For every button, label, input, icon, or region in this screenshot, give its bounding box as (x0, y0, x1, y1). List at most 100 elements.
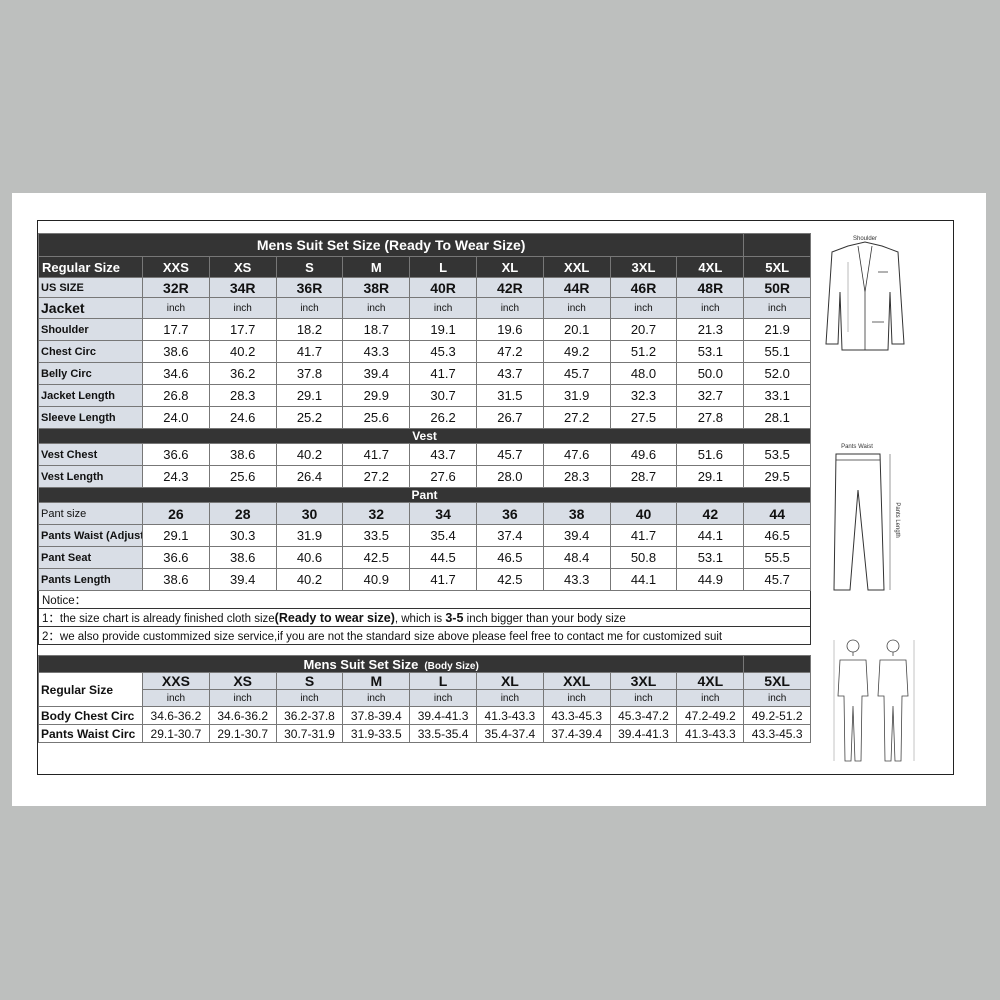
unit-cell: inch (342, 689, 411, 707)
value-cell: 28.3 (208, 384, 277, 407)
table-row: Pants Waist (Adjustab29.130.331.933.535.… (38, 524, 812, 547)
notice-line1-c: , which is (394, 612, 446, 625)
body-size-header: 3XL (609, 672, 678, 690)
value-cell: 48.4 (542, 546, 611, 569)
unit-cell: inch (743, 297, 812, 319)
value-cell: 52.0 (743, 362, 812, 385)
value-cell: 27.2 (542, 406, 611, 429)
value-cell: 37.8 (275, 362, 344, 385)
ready-to-wear-size-table: Mens Suit Set Size (Ready To Wear Size) R… (37, 233, 812, 645)
value-cell: 29.1 (142, 524, 210, 547)
jacket-unit-row: Jacket inch inch inch inch inch inch inch inch in… (38, 297, 812, 319)
pant-size-cell: 30 (275, 502, 344, 525)
value-cell: 41.3-43.3 (475, 706, 544, 725)
size-header: 3XL (609, 256, 678, 278)
value-cell: 40.2 (275, 568, 344, 591)
value-cell: 30.7 (409, 384, 477, 407)
table-row: Shoulder 17.7 17.7 18.2 18.7 19.1 19.6 20.1 20.7… (38, 318, 812, 341)
us-size-label: US SIZE (38, 277, 143, 298)
row-label: Pant Seat (38, 546, 143, 569)
value-cell: 38.6 (142, 568, 210, 591)
pant-size-cell: 36 (475, 502, 544, 525)
value-cell: 29.5 (743, 465, 812, 488)
unit-cell: inch (275, 297, 344, 319)
value-cell: 53.1 (676, 340, 745, 363)
value-cell: 37.4-39.4 (542, 724, 611, 743)
value-cell: 29.9 (342, 384, 411, 407)
value-cell: 43.3 (342, 340, 411, 363)
pant-size-cell: 38 (542, 502, 611, 525)
title-row: Mens Suit Set Size (Ready To Wear Size) (37, 233, 812, 257)
unit-cell: inch (743, 689, 812, 707)
size-header: XS (208, 256, 277, 278)
value-cell: 43.3-45.3 (743, 724, 812, 743)
value-cell: 45.7 (743, 568, 812, 591)
body-size-header: 4XL (676, 672, 745, 690)
body-measurement-sketch (833, 639, 915, 762)
value-cell: 40.6 (275, 546, 344, 569)
notice-line-1-text: 1：the size chart is already finished clo… (37, 608, 812, 627)
value-cell: 45.3-47.2 (609, 706, 678, 725)
unit-cell: inch (142, 689, 210, 707)
value-cell: 44.5 (409, 546, 477, 569)
value-cell: 46.5 (743, 524, 812, 547)
body-size-header: XL (475, 672, 544, 690)
title-spacer (743, 233, 812, 257)
pant-size-cell: 44 (743, 502, 812, 525)
value-cell: 48.0 (609, 362, 678, 385)
value-cell: 45.3 (409, 340, 477, 363)
shoulder-label: Shoulder (853, 236, 877, 242)
value-cell: 41.7 (275, 340, 344, 363)
body-title-row: Mens Suit Set Size (Body Size) (37, 655, 812, 673)
row-label: Jacket Length (38, 384, 143, 407)
pant-size-cell: 40 (609, 502, 678, 525)
unit-cell: inch (142, 297, 210, 319)
notice-line1-a: 1：the size chart is already finished clo… (42, 612, 275, 625)
size-header: XXS (142, 256, 210, 278)
body-size-header: XXS (142, 672, 210, 690)
value-cell: 45.7 (475, 443, 544, 466)
value-cell: 39.4 (542, 524, 611, 547)
value-cell: 17.7 (142, 318, 210, 341)
value-cell: 45.7 (542, 362, 611, 385)
unit-cell: inch (409, 689, 477, 707)
size-header: XL (475, 256, 544, 278)
size-header: 4XL (676, 256, 745, 278)
value-cell: 25.6 (208, 465, 277, 488)
value-cell: 29.1-30.7 (142, 724, 210, 743)
value-cell: 24.3 (142, 465, 210, 488)
pant-size-cell: 28 (208, 502, 277, 525)
table-title: Mens Suit Set Size (Ready To Wear Size) (37, 233, 745, 257)
value-cell: 26.4 (275, 465, 344, 488)
value-cell: 20.7 (609, 318, 678, 341)
unit-cell: inch (542, 297, 611, 319)
pant-size-cell: 34 (409, 502, 477, 525)
body-size-header: L (409, 672, 477, 690)
chart-frame (37, 220, 954, 775)
vest-section-row: Vest (37, 428, 812, 444)
value-cell: 38.6 (142, 340, 210, 363)
regular-size-label: Regular Size (38, 256, 143, 278)
value-cell: 43.7 (475, 362, 544, 385)
value-cell: 29.1 (676, 465, 745, 488)
pants-sketch: Pants Waist Pants Length (833, 444, 900, 591)
unit-cell: inch (542, 689, 611, 707)
size-header: 5XL (743, 256, 812, 278)
value-cell: 33.1 (743, 384, 812, 407)
body-size-header: 5XL (743, 672, 812, 690)
value-cell: 37.8-39.4 (342, 706, 411, 725)
value-cell: 21.3 (676, 318, 745, 341)
value-cell: 55.5 (743, 546, 812, 569)
table-row: Belly Circ 34.6 36.2 37.8 39.4 41.7 43.7 45.7 48… (38, 362, 812, 385)
pant-size-label: Pant size (38, 502, 143, 525)
row-label: Pants Waist (Adjustab (38, 524, 143, 547)
value-cell: 24.0 (142, 406, 210, 429)
value-cell: 33.5-35.4 (409, 724, 477, 743)
row-label: Body Chest Circ (38, 706, 143, 725)
pants-waist-label: Pants Waist (841, 444, 873, 450)
row-label: Pants Waist Circ (38, 724, 143, 743)
pant-size-cell: 42 (676, 502, 745, 525)
body-size-header: XXL (542, 672, 611, 690)
us-size-cell: 34R (208, 277, 277, 298)
row-label: Vest Chest (38, 443, 143, 466)
